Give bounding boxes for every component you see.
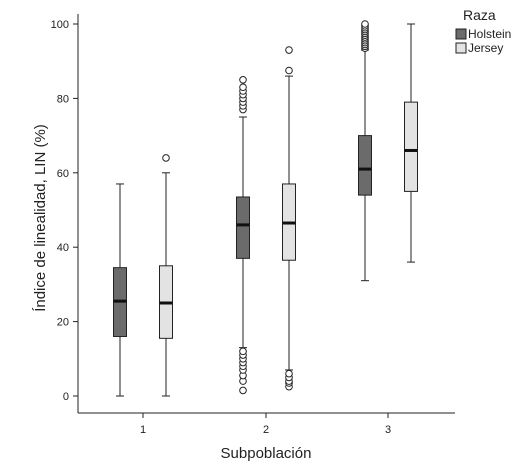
box-iqr: [404, 101, 418, 192]
y-tick-label: 40: [57, 242, 69, 254]
legend-label-holstein: Holstein: [468, 27, 511, 41]
box-jersey-1: [159, 154, 173, 397]
legend-title: Raza: [463, 7, 496, 23]
y-tick-label: 80: [57, 93, 69, 105]
outlier-point: [285, 66, 293, 75]
legend-swatch-jersey: [455, 42, 467, 54]
box-jersey-3: [404, 23, 418, 263]
y-tick-label: 0: [63, 391, 69, 403]
outlier-point: [239, 83, 247, 92]
box-holstein-3: [358, 20, 372, 282]
box-holstein-1: [113, 183, 127, 397]
x-axis-title: Subpoblación: [221, 445, 312, 462]
box-jersey-2: [282, 46, 296, 391]
y-tick-label: 100: [51, 19, 69, 31]
box-holstein-2: [236, 76, 250, 395]
legend-label-jersey: Jersey: [468, 41, 503, 55]
legend: Raza Holstein Jersey: [455, 7, 511, 55]
legend-swatch-holstein: [455, 28, 467, 40]
axes: 0 20 40 60 80 100 1 2 3: [51, 14, 455, 436]
box-iqr: [236, 196, 250, 259]
outlier-point: [239, 386, 247, 395]
outlier-point: [239, 76, 247, 84]
y-tick-label: 60: [57, 168, 69, 180]
x-tick-label: 2: [263, 424, 269, 436]
plot-area: [113, 20, 418, 397]
y-axis-title: Índice de linealidad, LIN (%): [32, 124, 49, 312]
outlier-point: [162, 154, 170, 162]
x-tick-label: 3: [385, 424, 391, 436]
outlier-point: [285, 46, 293, 54]
outlier-point: [285, 369, 293, 378]
outlier-point: [361, 20, 369, 28]
box-iqr: [358, 135, 372, 196]
y-tick-label: 20: [57, 317, 69, 329]
outlier-point: [239, 347, 247, 356]
x-tick-label: 1: [140, 424, 146, 436]
